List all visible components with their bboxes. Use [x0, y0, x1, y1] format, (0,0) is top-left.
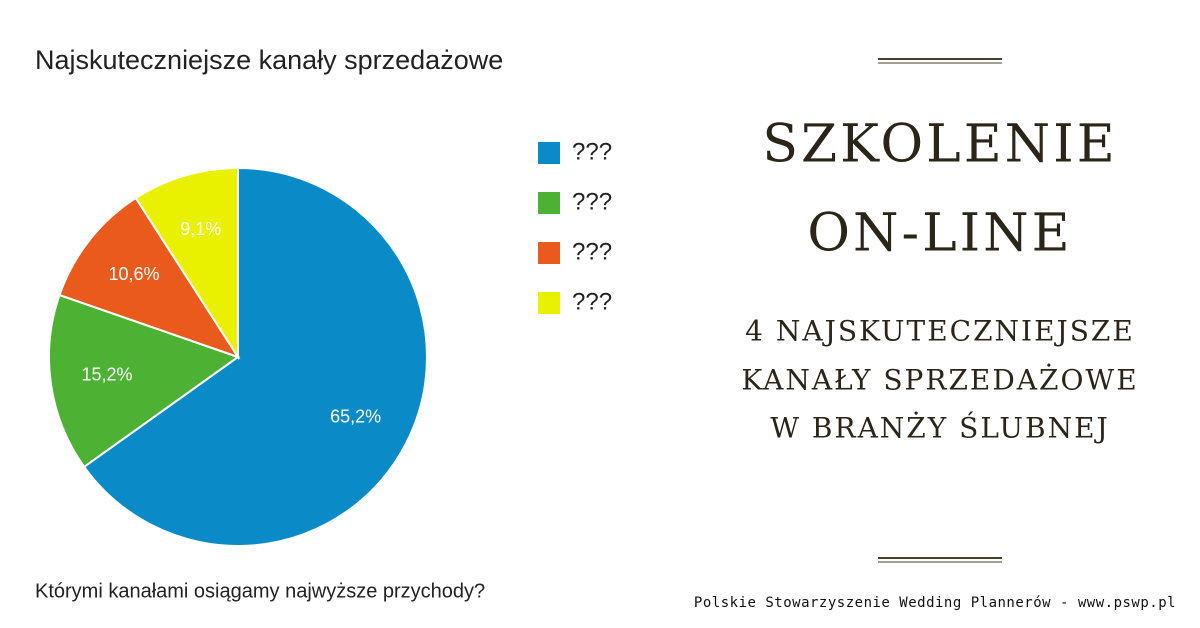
heading: SZKOLENIE	[762, 115, 1117, 175]
subheading: 4 NAJSKUTECZNIEJSZE	[745, 315, 1135, 348]
data-label: 65,2%	[330, 406, 381, 426]
data-label: 10,6%	[109, 264, 160, 284]
data-label: 15,2%	[82, 365, 133, 385]
legend-swatch	[538, 142, 560, 164]
footer: Polskie Stowarzyszenie Wedding Plannerów…	[694, 595, 1176, 611]
legend-label: ???	[572, 188, 612, 215]
pie-slice	[134, 166, 239, 361]
pie-slice	[82, 166, 428, 547]
legend-swatch	[538, 242, 560, 264]
data-label: 9,1%	[180, 219, 221, 239]
pie-slice	[48, 293, 241, 469]
subheading: W BRANŻY ŚLUBNEJ	[770, 411, 1109, 445]
subheading: KANAŁY SPRZEDAŻOWE	[741, 364, 1138, 397]
divider-top	[878, 58, 1002, 64]
pie-slice	[58, 196, 241, 359]
legend-swatch	[538, 192, 560, 214]
heading: ON-LINE	[807, 204, 1072, 264]
chart-title: Najskuteczniejsze kanały sprzedażowe	[35, 45, 503, 75]
divider-bottom	[878, 557, 1002, 563]
legend-label: ???	[572, 238, 612, 265]
legend-label: ???	[572, 288, 612, 315]
legend-label: ???	[572, 138, 612, 165]
chart-subtitle: Którymi kanałami osiągamy najwyższe przy…	[35, 580, 485, 602]
legend-swatch	[538, 292, 560, 314]
